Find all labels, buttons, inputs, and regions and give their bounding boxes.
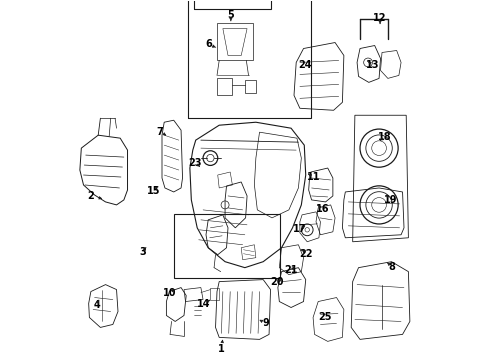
Text: 21: 21	[284, 265, 297, 275]
Bar	[193, 0, 270, 9]
Text: 1: 1	[217, 343, 224, 354]
Text: 25: 25	[318, 312, 331, 322]
Text: 13: 13	[366, 60, 379, 70]
Text: 20: 20	[270, 277, 284, 287]
Bar	[173, 214, 280, 278]
Text: 9: 9	[262, 319, 269, 328]
Text: 16: 16	[315, 204, 329, 215]
Text: 8: 8	[388, 262, 395, 272]
Text: 6: 6	[205, 40, 212, 49]
Text: 17: 17	[293, 225, 306, 234]
Text: 23: 23	[188, 158, 202, 168]
Text: 24: 24	[298, 59, 311, 69]
Text: 14: 14	[196, 299, 209, 309]
Text: 22: 22	[299, 248, 312, 258]
Text: 7: 7	[157, 127, 163, 136]
Text: 12: 12	[372, 13, 386, 23]
Text: 3: 3	[139, 247, 145, 257]
Text: 4: 4	[93, 300, 100, 310]
Text: 11: 11	[306, 172, 320, 182]
Text: 19: 19	[383, 195, 397, 205]
Text: 15: 15	[147, 186, 161, 196]
Text: 18: 18	[378, 132, 391, 142]
Text: 5: 5	[227, 10, 234, 20]
Text: 10: 10	[162, 288, 176, 298]
Text: 2: 2	[87, 191, 94, 201]
Bar	[188, 0, 310, 118]
